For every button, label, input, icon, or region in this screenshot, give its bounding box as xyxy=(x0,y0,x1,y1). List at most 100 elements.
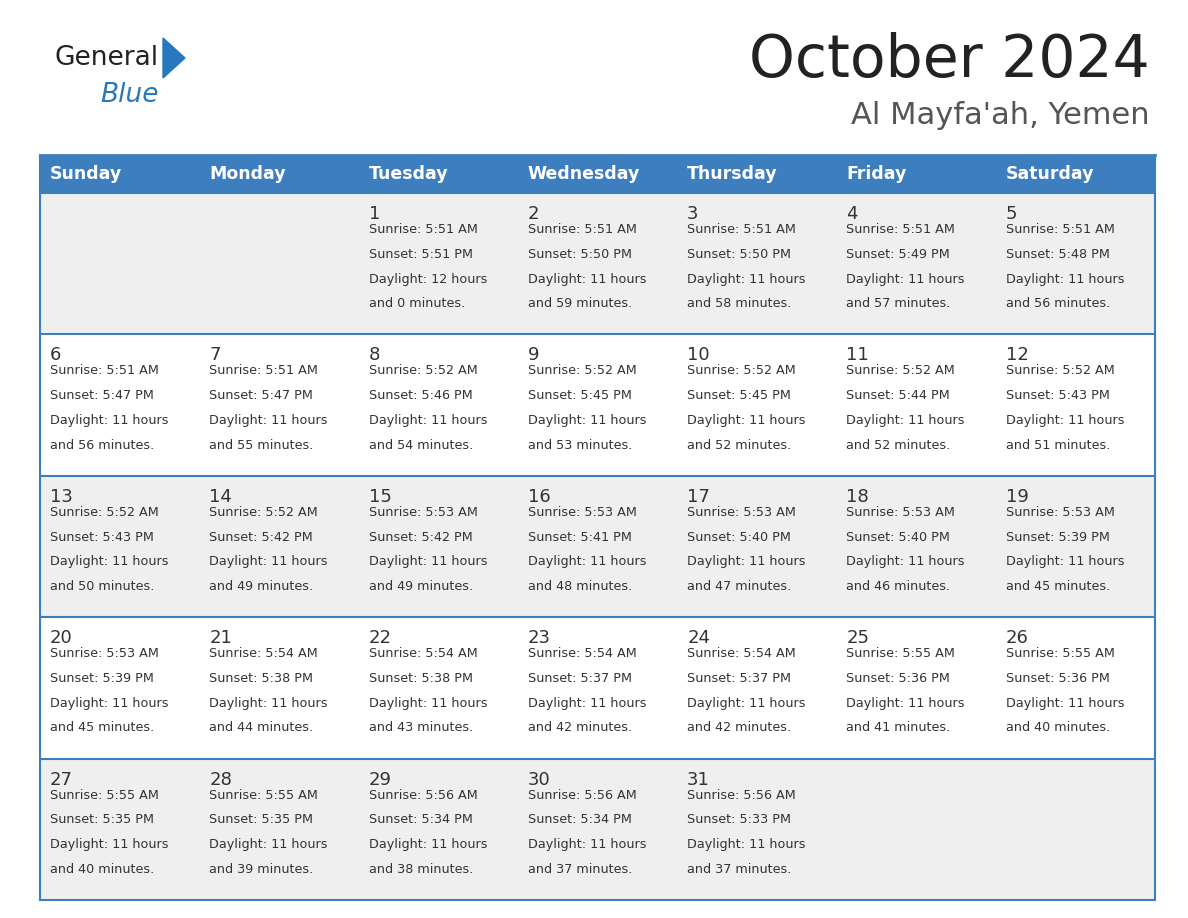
Text: and 46 minutes.: and 46 minutes. xyxy=(846,580,950,593)
Bar xyxy=(836,155,996,193)
Text: Daylight: 11 hours: Daylight: 11 hours xyxy=(368,555,487,568)
Text: Sunset: 5:43 PM: Sunset: 5:43 PM xyxy=(1006,389,1110,402)
Text: Monday: Monday xyxy=(209,165,286,183)
Text: 18: 18 xyxy=(846,487,870,506)
Text: Saturday: Saturday xyxy=(1006,165,1094,183)
Text: Sunrise: 5:52 AM: Sunrise: 5:52 AM xyxy=(846,364,955,377)
Text: and 50 minutes.: and 50 minutes. xyxy=(50,580,154,593)
Bar xyxy=(40,155,200,193)
Text: Sunrise: 5:51 AM: Sunrise: 5:51 AM xyxy=(1006,223,1114,236)
Text: and 49 minutes.: and 49 minutes. xyxy=(368,580,473,593)
Text: Sunset: 5:35 PM: Sunset: 5:35 PM xyxy=(209,813,314,826)
Text: and 41 minutes.: and 41 minutes. xyxy=(846,722,950,734)
Text: Daylight: 11 hours: Daylight: 11 hours xyxy=(50,414,169,427)
Text: Sunrise: 5:53 AM: Sunrise: 5:53 AM xyxy=(527,506,637,519)
Text: Daylight: 11 hours: Daylight: 11 hours xyxy=(687,838,805,851)
Text: Sunset: 5:41 PM: Sunset: 5:41 PM xyxy=(527,531,632,543)
Text: and 39 minutes.: and 39 minutes. xyxy=(209,863,314,876)
Text: Daylight: 11 hours: Daylight: 11 hours xyxy=(527,273,646,285)
Text: Daylight: 11 hours: Daylight: 11 hours xyxy=(527,555,646,568)
Text: Daylight: 11 hours: Daylight: 11 hours xyxy=(846,697,965,710)
Text: Daylight: 11 hours: Daylight: 11 hours xyxy=(687,414,805,427)
Text: Sunrise: 5:51 AM: Sunrise: 5:51 AM xyxy=(50,364,159,377)
Text: October 2024: October 2024 xyxy=(750,31,1150,88)
Text: Sunset: 5:45 PM: Sunset: 5:45 PM xyxy=(527,389,632,402)
Text: Sunset: 5:37 PM: Sunset: 5:37 PM xyxy=(527,672,632,685)
Text: Sunset: 5:40 PM: Sunset: 5:40 PM xyxy=(846,531,950,543)
Text: Sunrise: 5:53 AM: Sunrise: 5:53 AM xyxy=(50,647,159,660)
Bar xyxy=(40,758,1155,900)
Polygon shape xyxy=(163,38,185,78)
Text: Sunset: 5:50 PM: Sunset: 5:50 PM xyxy=(527,248,632,261)
Text: and 47 minutes.: and 47 minutes. xyxy=(687,580,791,593)
Text: Sunrise: 5:55 AM: Sunrise: 5:55 AM xyxy=(846,647,955,660)
Text: 27: 27 xyxy=(50,770,72,789)
Text: Sunset: 5:43 PM: Sunset: 5:43 PM xyxy=(50,531,154,543)
Text: and 53 minutes.: and 53 minutes. xyxy=(527,439,632,452)
Text: and 55 minutes.: and 55 minutes. xyxy=(209,439,314,452)
Text: Sunset: 5:39 PM: Sunset: 5:39 PM xyxy=(1006,531,1110,543)
Text: Sunset: 5:33 PM: Sunset: 5:33 PM xyxy=(687,813,791,826)
Text: and 37 minutes.: and 37 minutes. xyxy=(527,863,632,876)
Text: Daylight: 12 hours: Daylight: 12 hours xyxy=(368,273,487,285)
Text: Daylight: 11 hours: Daylight: 11 hours xyxy=(846,273,965,285)
Text: Sunrise: 5:51 AM: Sunrise: 5:51 AM xyxy=(368,223,478,236)
Text: and 44 minutes.: and 44 minutes. xyxy=(209,722,314,734)
Text: Sunrise: 5:53 AM: Sunrise: 5:53 AM xyxy=(1006,506,1114,519)
Text: Daylight: 11 hours: Daylight: 11 hours xyxy=(687,273,805,285)
Text: Sunrise: 5:51 AM: Sunrise: 5:51 AM xyxy=(846,223,955,236)
Text: 30: 30 xyxy=(527,770,550,789)
Text: Sunset: 5:44 PM: Sunset: 5:44 PM xyxy=(846,389,950,402)
Text: 5: 5 xyxy=(1006,205,1017,223)
Text: 19: 19 xyxy=(1006,487,1029,506)
Text: Sunrise: 5:54 AM: Sunrise: 5:54 AM xyxy=(209,647,318,660)
Text: Daylight: 11 hours: Daylight: 11 hours xyxy=(368,838,487,851)
Text: Sunrise: 5:52 AM: Sunrise: 5:52 AM xyxy=(368,364,478,377)
Text: Tuesday: Tuesday xyxy=(368,165,448,183)
Text: and 42 minutes.: and 42 minutes. xyxy=(687,722,791,734)
Text: General: General xyxy=(55,45,159,71)
Text: and 42 minutes.: and 42 minutes. xyxy=(527,722,632,734)
Bar xyxy=(40,334,1155,476)
Text: Sunset: 5:37 PM: Sunset: 5:37 PM xyxy=(687,672,791,685)
Text: Thursday: Thursday xyxy=(687,165,778,183)
Text: 11: 11 xyxy=(846,346,870,364)
Text: 2: 2 xyxy=(527,205,539,223)
Text: Sunset: 5:35 PM: Sunset: 5:35 PM xyxy=(50,813,154,826)
Text: Sunrise: 5:54 AM: Sunrise: 5:54 AM xyxy=(687,647,796,660)
Bar xyxy=(40,476,1155,617)
Text: Daylight: 11 hours: Daylight: 11 hours xyxy=(527,414,646,427)
Text: Daylight: 11 hours: Daylight: 11 hours xyxy=(209,555,328,568)
Text: 21: 21 xyxy=(209,629,232,647)
Text: Sunrise: 5:52 AM: Sunrise: 5:52 AM xyxy=(687,364,796,377)
Text: Sunrise: 5:56 AM: Sunrise: 5:56 AM xyxy=(527,789,637,801)
Text: 15: 15 xyxy=(368,487,392,506)
Text: and 56 minutes.: and 56 minutes. xyxy=(50,439,154,452)
Text: Sunset: 5:51 PM: Sunset: 5:51 PM xyxy=(368,248,473,261)
Text: and 58 minutes.: and 58 minutes. xyxy=(687,297,791,310)
Text: and 45 minutes.: and 45 minutes. xyxy=(50,722,154,734)
Text: Sunrise: 5:51 AM: Sunrise: 5:51 AM xyxy=(687,223,796,236)
Bar xyxy=(677,155,836,193)
Text: and 57 minutes.: and 57 minutes. xyxy=(846,297,950,310)
Text: Sunset: 5:48 PM: Sunset: 5:48 PM xyxy=(1006,248,1110,261)
Text: and 49 minutes.: and 49 minutes. xyxy=(209,580,314,593)
Text: Daylight: 11 hours: Daylight: 11 hours xyxy=(1006,697,1124,710)
Text: and 54 minutes.: and 54 minutes. xyxy=(368,439,473,452)
Text: Sunset: 5:42 PM: Sunset: 5:42 PM xyxy=(209,531,312,543)
Text: 13: 13 xyxy=(50,487,72,506)
Bar xyxy=(996,155,1155,193)
Text: Sunrise: 5:54 AM: Sunrise: 5:54 AM xyxy=(368,647,478,660)
Text: Daylight: 11 hours: Daylight: 11 hours xyxy=(687,697,805,710)
Text: Sunrise: 5:52 AM: Sunrise: 5:52 AM xyxy=(209,506,318,519)
Text: Sunset: 5:49 PM: Sunset: 5:49 PM xyxy=(846,248,950,261)
Text: Daylight: 11 hours: Daylight: 11 hours xyxy=(368,697,487,710)
Text: Daylight: 11 hours: Daylight: 11 hours xyxy=(50,838,169,851)
Text: 4: 4 xyxy=(846,205,858,223)
Text: Sunrise: 5:52 AM: Sunrise: 5:52 AM xyxy=(1006,364,1114,377)
Text: Sunrise: 5:53 AM: Sunrise: 5:53 AM xyxy=(846,506,955,519)
Text: Daylight: 11 hours: Daylight: 11 hours xyxy=(1006,555,1124,568)
Text: Daylight: 11 hours: Daylight: 11 hours xyxy=(368,414,487,427)
Text: 28: 28 xyxy=(209,770,232,789)
Text: Sunrise: 5:55 AM: Sunrise: 5:55 AM xyxy=(209,789,318,801)
